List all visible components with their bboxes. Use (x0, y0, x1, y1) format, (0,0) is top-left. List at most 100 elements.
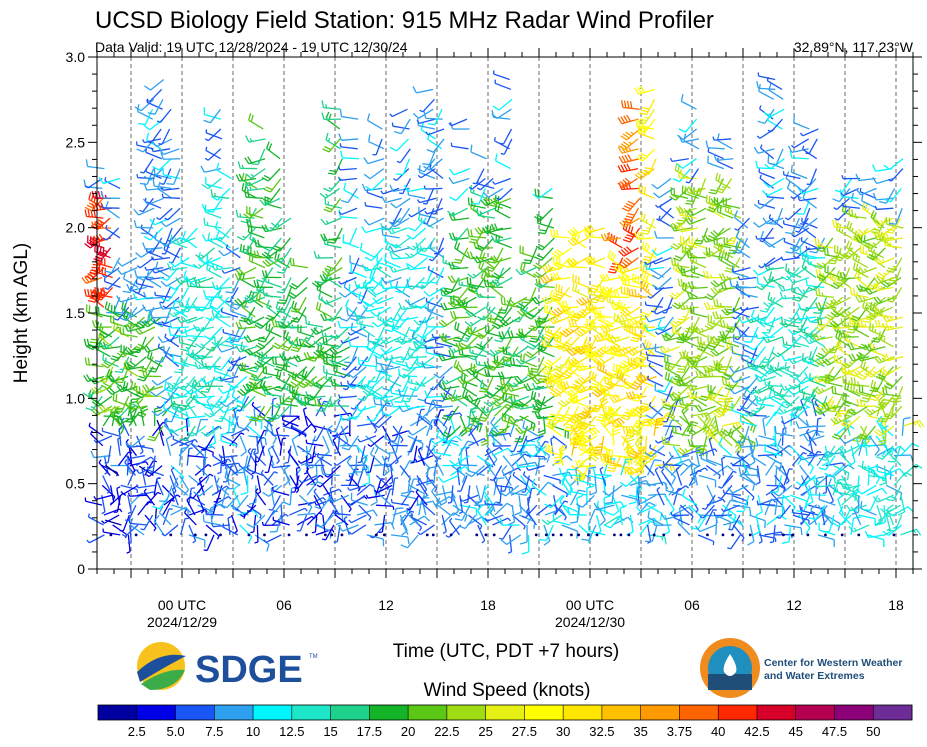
barb-flag (132, 292, 137, 301)
barb-flag (242, 244, 245, 253)
wind-barb (160, 186, 180, 191)
barb-half-flag (110, 501, 114, 505)
barb-half-flag (499, 446, 503, 451)
wind-barb (320, 217, 342, 226)
barb-half-flag (140, 528, 145, 531)
barb-flag (84, 276, 90, 283)
barb-half-flag (209, 412, 214, 416)
barb-flag (144, 384, 150, 391)
barb-flag (149, 218, 156, 226)
wind-barb (124, 458, 137, 476)
wind-barb (338, 166, 357, 171)
barb-flag (137, 327, 143, 334)
barb-flag (215, 231, 220, 239)
wind-barb (183, 509, 197, 526)
barb-half-flag (489, 478, 494, 482)
barb-shaft (164, 524, 179, 537)
barb-flag (454, 336, 462, 340)
barb-flag (416, 333, 424, 339)
wind-barb (338, 133, 359, 141)
barb-shaft (139, 465, 155, 475)
barb-half-flag (343, 516, 348, 520)
wind-barb (127, 492, 147, 497)
barb-half-flag (445, 379, 450, 384)
barb-flag (85, 407, 93, 411)
barb-half-flag (388, 376, 391, 381)
barb-shaft (111, 257, 121, 273)
barb-half-flag (207, 365, 212, 368)
barb-half-flag (124, 519, 129, 522)
barb-flag (417, 398, 425, 402)
barb-half-flag (157, 491, 162, 495)
barb-half-flag (247, 447, 252, 452)
barb-flag (262, 491, 270, 497)
barb-half-flag (399, 192, 403, 195)
barb-half-flag (198, 382, 201, 387)
barb-flag (163, 418, 168, 427)
barb-flag (320, 218, 327, 225)
barb-flag (166, 263, 172, 271)
barb-flag (101, 384, 109, 390)
barb-flag (466, 277, 469, 285)
barb-flag (131, 398, 139, 401)
barb-half-flag (386, 322, 389, 326)
barb-flag (259, 199, 266, 206)
wind-barb (121, 524, 139, 537)
barb-flag (160, 280, 167, 287)
barb-flag (125, 311, 130, 320)
barb-flag (164, 420, 172, 423)
barb-flag (231, 389, 236, 397)
wind-barb (161, 287, 180, 302)
barb-flag (372, 321, 379, 328)
wind-barb (180, 255, 198, 269)
wind-barb (339, 109, 359, 120)
barb-flag (329, 169, 337, 173)
barb-flag (205, 348, 214, 352)
wind-barb (271, 445, 280, 464)
barb-half-flag (276, 460, 280, 464)
barb-flag (276, 271, 285, 274)
barb-half-flag (180, 279, 184, 283)
barb-half-flag (424, 210, 428, 215)
barb-flag (340, 317, 348, 322)
barb-flag (175, 392, 183, 398)
wind-barb (271, 431, 290, 437)
barb-shaft (265, 534, 282, 543)
barb-half-flag (121, 533, 126, 537)
barb-flag (203, 289, 207, 298)
barb-flag (303, 352, 308, 360)
barb-shaft (367, 465, 371, 483)
wind-barb (459, 415, 468, 437)
barb-half-flag (246, 428, 250, 432)
wind-barb (271, 336, 292, 350)
wind-barb (338, 207, 358, 216)
barb-flag (142, 242, 146, 250)
wind-barb (189, 484, 205, 500)
barb-half-flag (324, 400, 328, 403)
barb-half-flag (125, 443, 129, 448)
barb-shaft (117, 451, 130, 466)
barb-flag (135, 385, 138, 394)
barb-shaft (164, 336, 180, 348)
barb-half-flag (251, 475, 254, 480)
barb-flag (90, 209, 94, 218)
wind-barb (359, 242, 376, 259)
wind-barb (141, 304, 163, 312)
wind-barb (100, 336, 120, 349)
barb-shaft (145, 491, 159, 506)
wind-barb (119, 514, 131, 532)
barb-flag (328, 430, 336, 433)
barb-half-flag (143, 488, 147, 493)
barb-shaft (360, 445, 366, 463)
wind-barb (437, 474, 459, 483)
barb-half-flag (472, 273, 477, 277)
barb-flag (218, 250, 225, 257)
barb-shaft (212, 455, 227, 466)
barb-flag (326, 265, 334, 270)
wind-barb (264, 455, 273, 474)
barb-flag (101, 405, 108, 412)
barb-half-flag (127, 541, 132, 544)
barb-shaft (306, 442, 324, 447)
barb-flag (114, 311, 123, 314)
wind-barb (136, 435, 144, 455)
